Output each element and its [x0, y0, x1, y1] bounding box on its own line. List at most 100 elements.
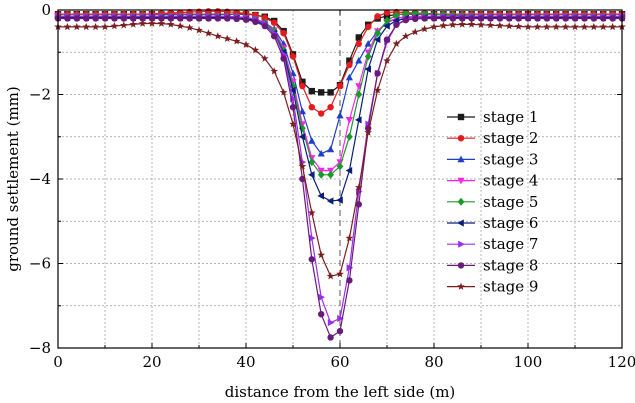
- data-point: [130, 15, 137, 22]
- data-point: [185, 23, 194, 31]
- data-point: [412, 15, 419, 23]
- data-point: [581, 15, 588, 22]
- data-point: [298, 162, 307, 170]
- x-tick-label: 20: [142, 353, 161, 371]
- data-point: [336, 327, 344, 335]
- data-point: [600, 15, 607, 22]
- legend-item: stage 8: [447, 256, 538, 274]
- legend-marker: [457, 282, 465, 290]
- data-point: [167, 15, 174, 22]
- legend-label: stage 7: [483, 235, 538, 253]
- data-point: [299, 78, 306, 86]
- data-point: [204, 29, 213, 37]
- data-point: [448, 20, 457, 29]
- data-point: [271, 19, 278, 26]
- data-point: [571, 22, 579, 31]
- data-point: [506, 15, 513, 22]
- data-point: [420, 25, 429, 33]
- data-point: [609, 15, 616, 22]
- data-point: [279, 88, 288, 96]
- data-point: [552, 22, 561, 31]
- data-point: [317, 149, 325, 157]
- x-axis-title: distance from the left side (m): [225, 383, 456, 401]
- data-point: [354, 183, 363, 191]
- y-tick-label: −2: [29, 86, 51, 104]
- data-point: [534, 15, 541, 22]
- series-group: [54, 8, 626, 341]
- data-point: [590, 15, 597, 22]
- data-point: [289, 120, 297, 128]
- data-point: [327, 89, 334, 96]
- legend-item: stage 4: [447, 172, 538, 190]
- y-tick-label: −4: [29, 170, 51, 188]
- data-point: [205, 15, 212, 22]
- data-point: [289, 103, 297, 111]
- data-point: [308, 103, 315, 111]
- data-point: [440, 15, 447, 22]
- data-point: [138, 19, 147, 27]
- data-point: [337, 314, 344, 323]
- data-point: [580, 22, 589, 31]
- data-point: [213, 32, 222, 40]
- data-point: [459, 15, 466, 22]
- data-point: [533, 22, 542, 31]
- data-point: [383, 16, 391, 25]
- data-point: [195, 15, 203, 22]
- data-point: [317, 192, 324, 200]
- series-9: [54, 19, 626, 280]
- data-point: [308, 256, 315, 263]
- x-tick-label: 120: [608, 353, 635, 371]
- data-point: [299, 82, 306, 90]
- data-point: [91, 22, 100, 31]
- data-point: [543, 15, 550, 22]
- data-point: [280, 55, 287, 62]
- data-point: [346, 264, 354, 272]
- data-point: [468, 15, 475, 22]
- legend-label: stage 2: [483, 129, 538, 147]
- data-point: [336, 162, 344, 171]
- data-point: [505, 22, 514, 30]
- data-point: [317, 251, 326, 259]
- data-point: [439, 21, 448, 29]
- x-tick-label: 100: [514, 353, 543, 371]
- data-point: [355, 201, 362, 208]
- data-point: [166, 20, 175, 28]
- data-point: [514, 22, 523, 30]
- data-point: [309, 234, 316, 242]
- data-point: [599, 22, 608, 31]
- data-point: [487, 15, 494, 22]
- data-point: [318, 110, 325, 117]
- data-point: [345, 166, 353, 175]
- data-point: [393, 21, 400, 28]
- data-point: [477, 20, 485, 29]
- legend-item: stage 5: [447, 193, 538, 211]
- data-point: [271, 32, 278, 40]
- data-point: [345, 73, 353, 81]
- data-point: [495, 21, 504, 29]
- data-point: [364, 128, 373, 136]
- legend-label: stage 6: [483, 214, 538, 232]
- data-point: [327, 170, 334, 179]
- data-point: [139, 15, 146, 22]
- data-point: [402, 16, 409, 24]
- data-point: [524, 15, 532, 22]
- data-point: [111, 15, 118, 22]
- data-point: [251, 46, 260, 54]
- data-point: [129, 20, 138, 28]
- data-point: [336, 270, 344, 278]
- data-point: [280, 30, 287, 37]
- data-point: [355, 56, 363, 64]
- axis-ticks: 0 20 40 60 80 100 120 0 −2 −4 −6 −8: [29, 1, 635, 371]
- legend-marker: [457, 197, 465, 206]
- data-point: [326, 197, 334, 205]
- x-tick-label: 0: [53, 353, 63, 371]
- data-point: [355, 90, 363, 99]
- data-point: [515, 15, 522, 22]
- data-point: [430, 15, 438, 22]
- data-point: [252, 18, 259, 26]
- data-point: [458, 20, 467, 28]
- data-point: [364, 52, 372, 61]
- data-point: [524, 22, 532, 31]
- grid: [58, 10, 622, 348]
- data-point: [318, 293, 325, 301]
